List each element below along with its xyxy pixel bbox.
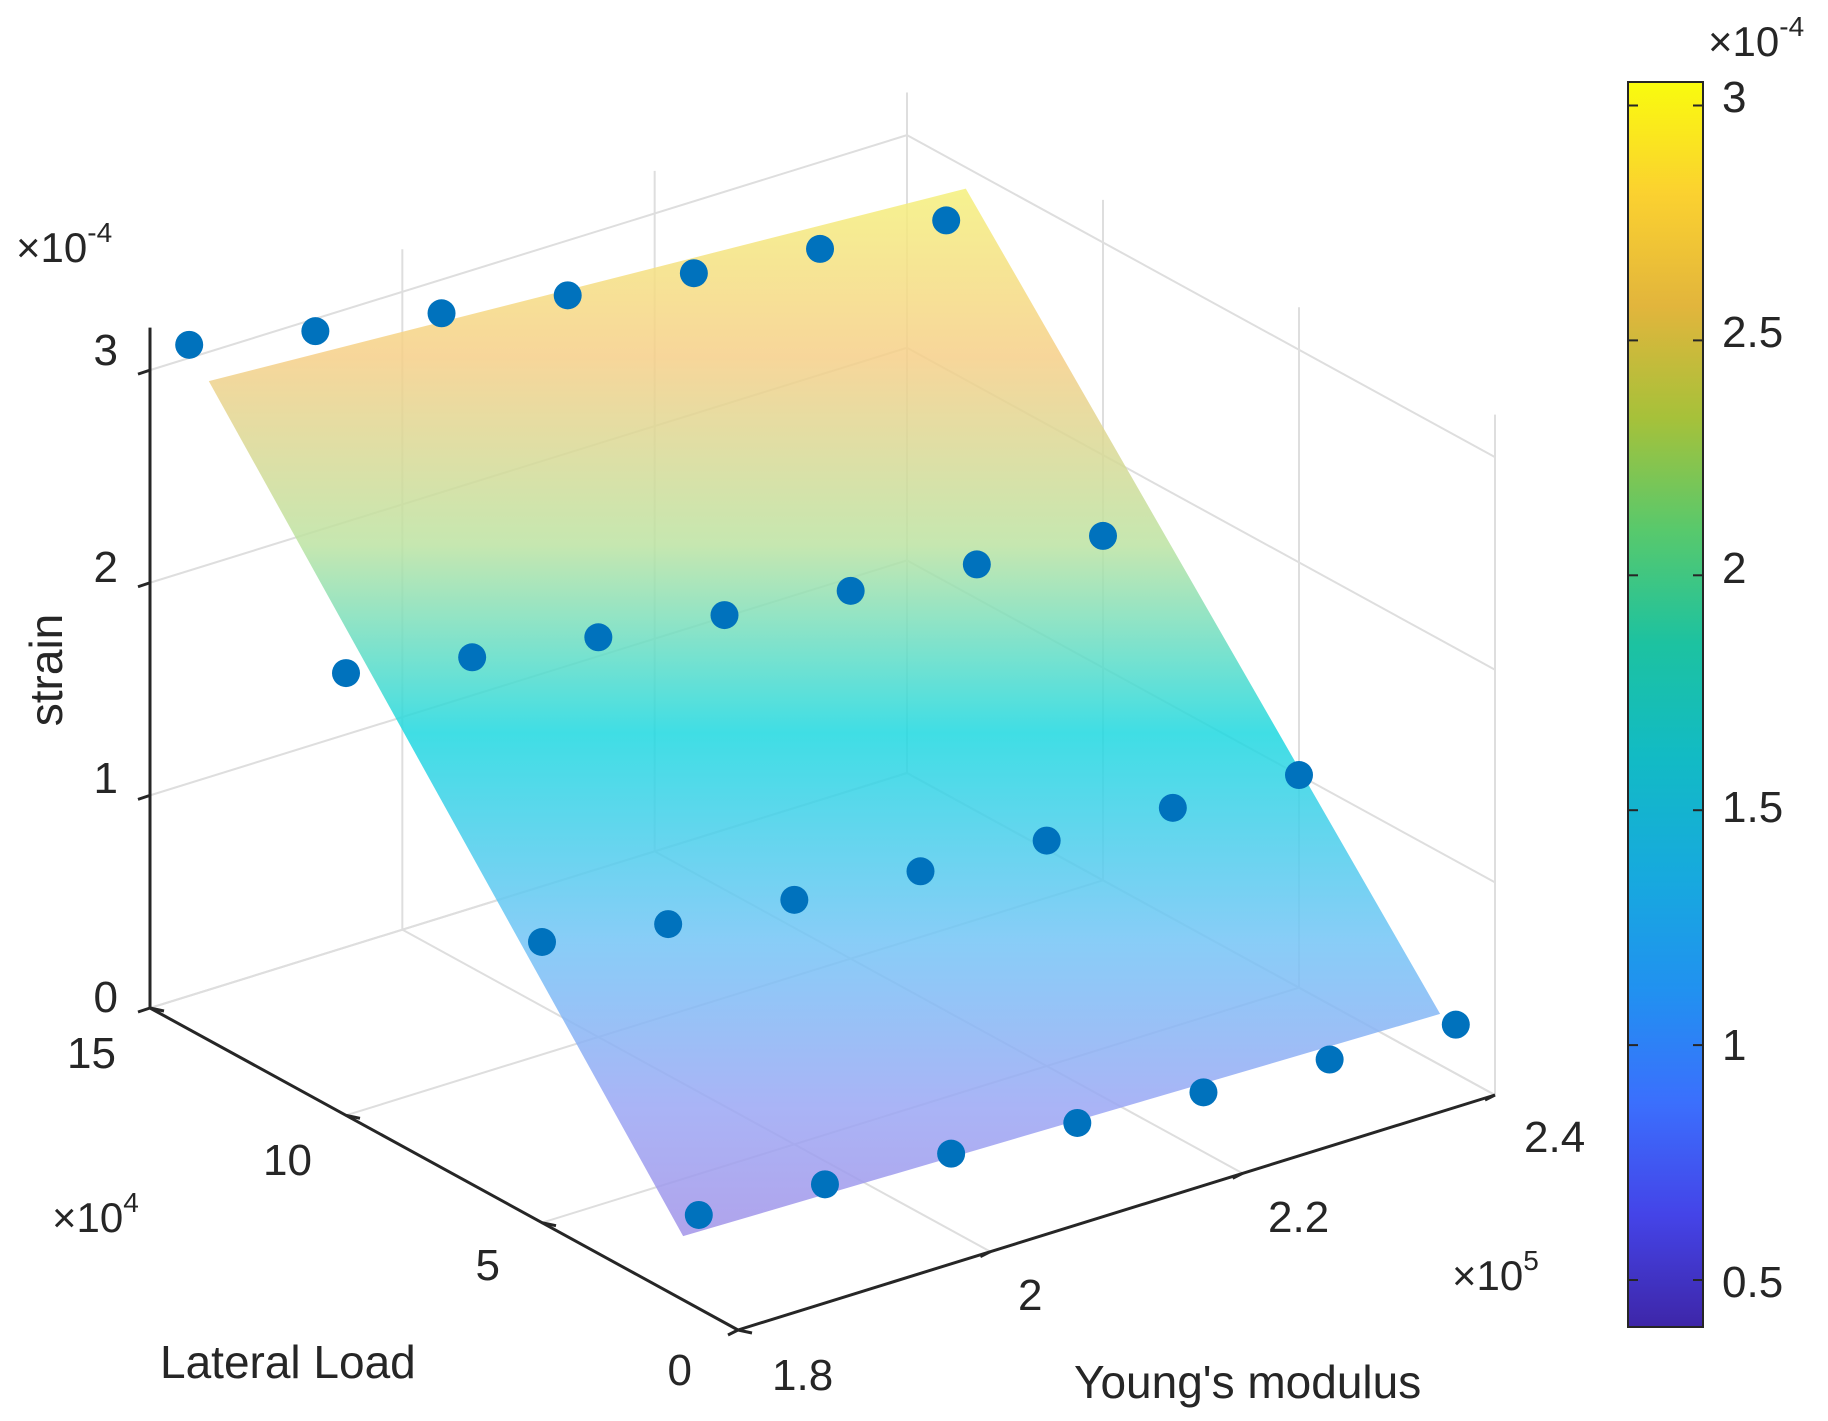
- data-point-s1-1: [654, 910, 683, 939]
- data-point-s1-4: [1032, 826, 1061, 855]
- data-point-s2-6: [1089, 521, 1117, 550]
- data-point-s2-4: [836, 576, 865, 605]
- axis-tick-marks: [137, 368, 1496, 1337]
- x-axis-line: [737, 1093, 1496, 1332]
- y-tick-mark: [149, 1006, 165, 1013]
- data-point-s0-5: [1315, 1045, 1344, 1074]
- x-tick-label-2.4: 2.4: [1524, 1113, 1585, 1162]
- data-point-s3-4: [679, 259, 708, 288]
- x-tick-label-2.2: 2.2: [1268, 1193, 1329, 1242]
- colorbar-multiplier: ×10-4: [1708, 11, 1804, 65]
- data-point-s0-0: [684, 1200, 713, 1229]
- grid-line: [149, 134, 908, 372]
- data-point-s3-3: [553, 281, 582, 310]
- x-axis-label: Young's modulus: [1074, 1356, 1421, 1408]
- data-point-s0-2: [937, 1139, 966, 1168]
- data-point-s2-1: [458, 643, 487, 672]
- axes-frame-lines: [148, 327, 1496, 1332]
- y-tick-label-5: 5: [476, 1241, 500, 1290]
- colorbar-tick-label-2.5: 2.5: [1722, 308, 1783, 357]
- z-tick-label-2: 2: [94, 543, 118, 592]
- data-point-s1-3: [906, 857, 935, 886]
- data-point-s3-5: [806, 234, 835, 263]
- colorbar-tick-label-1.5: 1.5: [1722, 783, 1783, 832]
- y-axis-label: Lateral Load: [160, 1336, 416, 1388]
- colorbar: 0.5 1 1.5 2 2.5 3 ×10-4: [1627, 11, 1804, 1328]
- y-tick-mark: [737, 1328, 753, 1335]
- y-tick-mark: [541, 1221, 557, 1228]
- data-point-s1-0: [528, 928, 556, 957]
- y-tick-label-0: 0: [668, 1346, 692, 1395]
- data-point-s1-2: [780, 885, 809, 914]
- data-point-s0-6: [1441, 1010, 1470, 1039]
- colorbar-tick-label-3: 3: [1722, 73, 1746, 122]
- data-point-s3-0: [175, 330, 204, 359]
- colorbar-tick-label-2: 2: [1722, 544, 1746, 593]
- x-tick-label-2: 2: [1018, 1271, 1042, 1320]
- data-point-s0-1: [810, 1170, 839, 1199]
- data-point-s3-2: [427, 299, 456, 328]
- z-tick-label-1: 1: [94, 754, 118, 803]
- data-point-s3-6: [932, 206, 961, 235]
- z-tick-mark: [137, 368, 151, 376]
- z-axis-multiplier: ×10-4: [16, 217, 112, 271]
- data-point-s1-6: [1285, 761, 1313, 790]
- y-tick-label-15: 15: [67, 1029, 116, 1078]
- data-points: [175, 206, 1470, 1229]
- colorbar-tick-label-0.5: 0.5: [1722, 1258, 1783, 1307]
- x-tick-mark: [1231, 1171, 1244, 1180]
- z-tick-label-3: 3: [94, 326, 118, 375]
- x-tick-mark: [1484, 1093, 1496, 1102]
- z-tick-label-0: 0: [94, 973, 118, 1022]
- colorbar-tick-label-1: 1: [1722, 1021, 1746, 1070]
- z-axis-label: strain: [20, 614, 72, 726]
- x-tick-label-1.8: 1.8: [772, 1351, 833, 1400]
- y-axis-line: [149, 1006, 739, 1332]
- z-tick-mark: [137, 793, 151, 801]
- y-tick-label-10: 10: [263, 1136, 312, 1185]
- y-tick-mark: [345, 1113, 361, 1120]
- data-point-s2-2: [584, 623, 613, 652]
- z-tick-mark: [137, 1006, 151, 1014]
- data-point-s2-3: [710, 601, 739, 630]
- colorbar-tick-marks: [1628, 104, 1703, 1282]
- y-axis-multiplier: ×104: [52, 1187, 139, 1241]
- data-point-s2-0: [332, 659, 360, 688]
- data-point-s3-1: [301, 317, 330, 346]
- colorbar-gradient: [1627, 81, 1704, 1328]
- z-tick-mark: [137, 581, 151, 589]
- x-tick-mark: [979, 1250, 992, 1259]
- fitted-surface: [208, 188, 1441, 1237]
- x-axis-multiplier: ×105: [1452, 1245, 1539, 1299]
- grid-line: [906, 134, 1496, 459]
- data-point-s1-5: [1158, 793, 1187, 822]
- data-point-s0-3: [1063, 1108, 1092, 1137]
- data-point-s2-5: [962, 550, 991, 579]
- data-point-s0-4: [1189, 1078, 1218, 1107]
- x-tick-mark: [727, 1328, 739, 1337]
